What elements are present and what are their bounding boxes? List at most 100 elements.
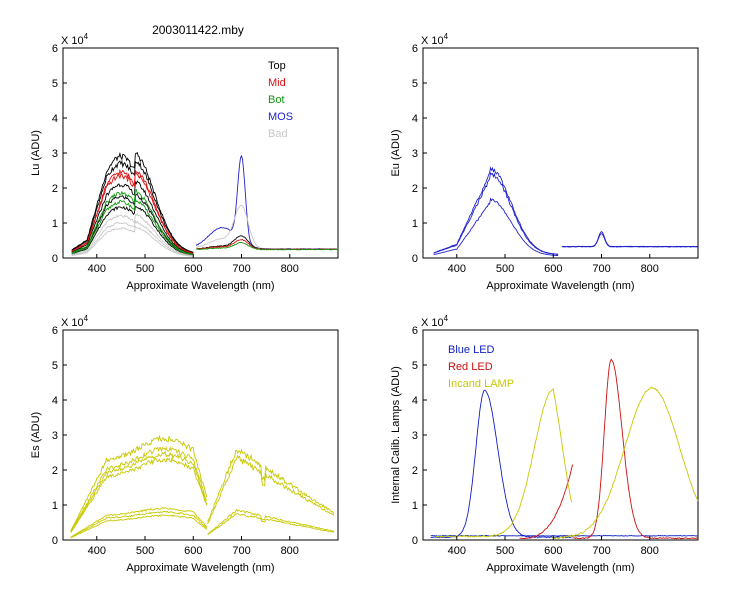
cal-series-blue-led-1 — [430, 534, 699, 537]
es-xtick-label-700: 700 — [232, 545, 250, 557]
es-series-es-4 — [70, 507, 208, 538]
eu-ytick-label-5: 5 — [412, 78, 418, 90]
es-xtick-label-500: 500 — [136, 545, 154, 557]
cal-ytick-label-4: 4 — [412, 395, 418, 407]
es-xtick-label-600: 600 — [184, 545, 202, 557]
eu-exponent-label: X 104 — [421, 32, 449, 47]
cal-legend-red-led: Red LED — [448, 361, 493, 373]
eu-y-axis-label: Eu (ADU) — [390, 129, 402, 176]
eu-plot-frame — [422, 47, 699, 259]
es-series-es-9 — [207, 508, 335, 535]
lu-ytick-label-1: 1 — [52, 218, 58, 230]
es-exponent-power: 4 — [84, 314, 89, 323]
es-ytick-label-3: 3 — [52, 430, 58, 442]
lu-x-axis-label: Approximate Wavelength (nm) — [126, 280, 274, 292]
es-series-es-6 — [70, 514, 208, 539]
cal-ytick-label-6: 6 — [412, 325, 418, 337]
es-x-axis-label: Approximate Wavelength (nm) — [126, 562, 274, 574]
cal-ytick-label-5: 5 — [412, 360, 418, 372]
lu-series-bot-16 — [196, 241, 338, 251]
cal-x-axis-label: Approximate Wavelength (nm) — [486, 562, 634, 574]
lu-ytick-label-5: 5 — [52, 78, 58, 90]
eu-xtick-label-400: 400 — [448, 263, 466, 275]
lu-legend-mos: MOS — [268, 111, 293, 123]
lu-legend-top: Top — [268, 60, 286, 72]
lu-series-top-2 — [71, 180, 194, 255]
es-plot-frame — [62, 329, 339, 541]
lu-series-top-0 — [71, 151, 194, 253]
cal-series-incand-lamp-4 — [435, 388, 573, 538]
cal-series-red-led-3 — [572, 358, 699, 540]
eu-xtick-label-500: 500 — [496, 263, 514, 275]
es-series-es-2 — [70, 450, 208, 533]
lu-series-bad-9 — [71, 213, 194, 257]
es-ytick-label-0: 0 — [52, 535, 58, 547]
es-ytick-label-1: 1 — [52, 500, 58, 512]
es-series-es-7 — [207, 448, 335, 522]
lu-xtick-label-400: 400 — [88, 263, 106, 275]
lu-series-bad-10 — [71, 219, 194, 257]
cal-ytick-label-0: 0 — [412, 535, 418, 547]
lu-series-bot-7 — [71, 188, 194, 255]
cal-legend-blue-led: Blue LED — [448, 344, 495, 356]
lu-series-bad-11 — [71, 225, 194, 257]
cal-series-incand-lamp-5 — [551, 386, 699, 540]
eu-series-eu-4 — [561, 233, 699, 248]
lu-legend-bot: Bot — [268, 94, 285, 106]
eu-xtick-label-600: 600 — [544, 263, 562, 275]
eu-ytick-label-3: 3 — [412, 148, 418, 160]
cal-xtick-label-800: 800 — [641, 545, 659, 557]
lu-ytick-label-3: 3 — [52, 148, 58, 160]
es-ytick-label-4: 4 — [52, 395, 58, 407]
chart-lu: 400 500 600 700 800 0 1 2 3 4 5 6X 104 Approximate W… — [30, 32, 339, 292]
lu-ytick-label-4: 4 — [52, 113, 58, 125]
es-ytick-label-5: 5 — [52, 360, 58, 372]
lu-y-axis-label: Lu (ADU) — [30, 130, 42, 176]
cal-xtick-label-500: 500 — [496, 545, 514, 557]
chart-cal: 400 500 600 700 800 0 1 2 3 4 5 6X 104 Approximate W… — [390, 314, 699, 574]
chart-es: 400 500 600 700 800 0 1 2 3 4 5 6X 104 Approximate W… — [30, 314, 339, 574]
lu-ytick-label-2: 2 — [52, 183, 58, 195]
lu-series-top-4 — [71, 205, 194, 256]
es-xtick-label-800: 800 — [281, 545, 299, 557]
es-series-es-8 — [207, 454, 335, 524]
es-ytick-label-2: 2 — [52, 465, 58, 477]
eu-xtick-label-800: 800 — [641, 263, 659, 275]
es-series-es-5 — [70, 510, 208, 538]
lu-series-bad-13 — [196, 204, 339, 251]
eu-series-eu-1 — [433, 171, 559, 255]
es-xtick-label-400: 400 — [88, 545, 106, 557]
lu-xtick-label-800: 800 — [281, 263, 299, 275]
es-series-es-0 — [70, 434, 208, 532]
cal-legend-incand-lamp: Incand LAMP — [448, 378, 514, 390]
eu-ytick-label-4: 4 — [412, 113, 418, 125]
cal-exponent-label: X 104 — [421, 314, 449, 329]
lu-legend-mid: Mid — [268, 77, 286, 89]
cal-ytick-label-2: 2 — [412, 465, 418, 477]
cal-xtick-label-700: 700 — [592, 545, 610, 557]
cal-xtick-label-600: 600 — [544, 545, 562, 557]
figure-title: 2003011422.mby — [152, 23, 244, 37]
cal-series-blue-led-0 — [430, 389, 573, 539]
eu-exponent-power: 4 — [444, 32, 449, 41]
chart-eu: 400 500 600 700 800 0 1 2 3 4 5 6X 104 Approximate W… — [390, 32, 699, 292]
lu-ytick-label-0: 0 — [52, 253, 58, 265]
eu-series-eu-2 — [433, 197, 559, 256]
cal-y-axis-label: Internal Calib. Lamps (ADU) — [390, 366, 402, 504]
cal-xtick-label-400: 400 — [448, 545, 466, 557]
lu-plot-frame — [62, 47, 339, 259]
lu-series-bot-8 — [71, 198, 194, 256]
eu-series-eu-0 — [433, 166, 559, 255]
es-exponent-label: X 104 — [61, 314, 89, 329]
eu-x-axis-label: Approximate Wavelength (nm) — [486, 280, 634, 292]
cal-ytick-label-1: 1 — [412, 500, 418, 512]
eu-series-eu-3 — [561, 231, 699, 248]
eu-ytick-label-2: 2 — [412, 183, 418, 195]
eu-ytick-label-6: 6 — [412, 43, 418, 55]
eu-ytick-label-0: 0 — [412, 253, 418, 265]
es-y-axis-label: Es (ADU) — [30, 412, 42, 458]
lu-series-top-3 — [71, 193, 194, 256]
lu-xtick-label-500: 500 — [136, 263, 154, 275]
es-series-es-1 — [70, 446, 208, 532]
